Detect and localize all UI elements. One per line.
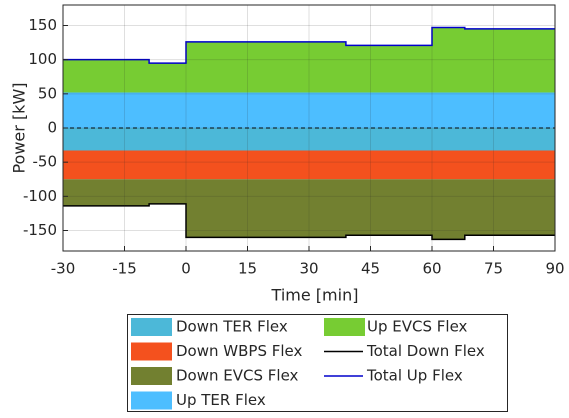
legend-label: Total Up Flex <box>366 367 463 385</box>
legend-label: Down TER Flex <box>176 318 288 336</box>
legend-swatch <box>131 318 172 336</box>
x-tick-label: 45 <box>361 260 380 278</box>
x-tick-label: 60 <box>422 260 441 278</box>
area <box>63 92 555 128</box>
x-tick-label: -15 <box>112 260 137 278</box>
x-axis-label: Time [min] <box>271 286 359 305</box>
legend-label: Up TER Flex <box>176 391 266 409</box>
y-tick-label: 0 <box>47 119 57 137</box>
legend-swatch <box>131 367 172 385</box>
x-tick-label: 75 <box>484 260 503 278</box>
y-axis-label: Power [kW] <box>10 82 29 173</box>
x-tick-label: 30 <box>299 260 318 278</box>
x-tick-label: -30 <box>51 260 76 278</box>
plot-frame <box>62 4 556 252</box>
legend-label: Total Down Flex <box>366 342 485 360</box>
x-tick-label: 90 <box>545 260 564 278</box>
legend-swatch <box>131 391 172 410</box>
legend-label: Up EVCS Flex <box>367 318 468 336</box>
y-tick-label: 150 <box>28 16 57 34</box>
line <box>63 26 555 64</box>
x-tick-label: 15 <box>238 260 257 278</box>
y-tick-label: -150 <box>23 221 57 239</box>
legend-box <box>127 314 508 412</box>
legend-label: Down EVCS Flex <box>176 367 299 385</box>
y-tick-label: 50 <box>38 84 57 102</box>
x-tick-label: 0 <box>181 260 191 278</box>
legend-swatch <box>324 318 365 336</box>
legend-label: Down WBPS Flex <box>176 342 302 360</box>
y-tick-label: 100 <box>28 50 57 68</box>
legend-swatch <box>131 342 172 361</box>
y-tick-label: -50 <box>33 153 58 171</box>
area <box>63 150 555 180</box>
line <box>63 203 555 241</box>
y-tick-label: -100 <box>23 187 57 205</box>
area <box>63 128 555 151</box>
